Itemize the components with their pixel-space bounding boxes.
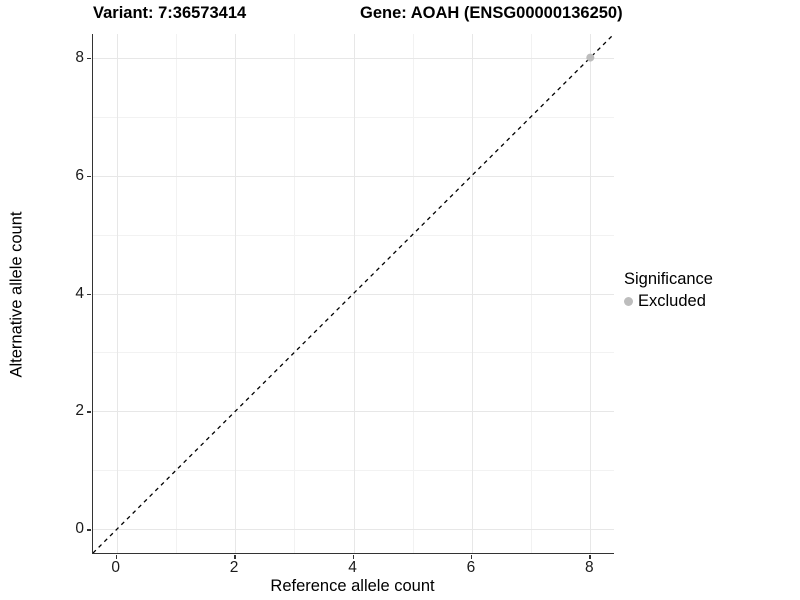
identity-line-layer: [93, 34, 614, 553]
legend-entry: Excluded: [624, 292, 713, 311]
y-tick-mark: [87, 175, 91, 178]
x-tick-mark: [234, 555, 236, 559]
x-tick-mark: [470, 555, 473, 559]
legend-entries: Excluded: [624, 292, 713, 311]
x-tick-label: 0: [111, 559, 120, 576]
gridline-major-h: [93, 529, 614, 531]
y-tick-label: 6: [75, 166, 84, 184]
y-tick-label: 8: [75, 48, 84, 66]
plot-title-gene: Gene: AOAH (ENSG00000136250): [360, 4, 623, 22]
y-tick-mark: [87, 293, 91, 295]
y-axis-title: Alternative allele count: [7, 211, 26, 378]
legend-point-icon: [624, 297, 633, 306]
plot-title-variant: Variant: 7:36573414: [93, 4, 247, 22]
gridline-major-h: [93, 175, 614, 177]
y-tick-mark: [87, 411, 91, 413]
y-tick-label: 0: [75, 520, 84, 538]
y-tick-label: 2: [75, 402, 84, 420]
gridline-major-h: [93, 57, 614, 59]
x-axis-title: Reference allele count: [270, 577, 435, 595]
data-point: [586, 53, 595, 62]
x-tick-label: 2: [229, 559, 239, 576]
y-tick-label: 4: [75, 284, 84, 302]
x-tick-mark: [589, 555, 591, 559]
gridline-major-h: [93, 411, 614, 413]
x-tick-label: 4: [348, 559, 357, 576]
y-tick-mark: [87, 529, 91, 531]
identity-dashed-line: [93, 34, 614, 553]
y-tick-mark: [87, 57, 91, 60]
x-tick-mark: [352, 555, 354, 559]
legend-entry-label: Excluded: [638, 292, 706, 310]
plot-panel: [92, 34, 614, 554]
x-tick-label: 6: [466, 559, 476, 576]
x-tick-label: 8: [585, 559, 594, 576]
legend: Significance Excluded: [624, 270, 713, 311]
gridline-major-h: [93, 293, 614, 295]
x-tick-mark: [115, 555, 118, 559]
legend-title: Significance: [624, 270, 713, 288]
